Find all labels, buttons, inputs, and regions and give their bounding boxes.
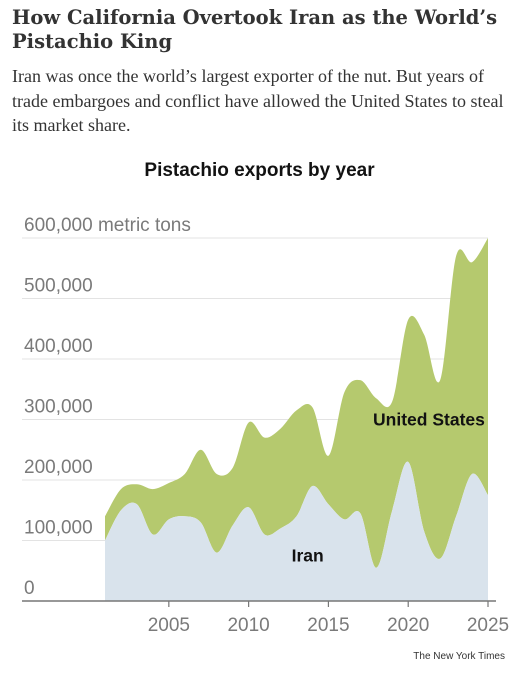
chart-title: Pistachio exports by year	[144, 160, 375, 181]
x-tick-label: 2005	[148, 615, 190, 636]
dek: Iran was once the world’s largest export…	[12, 66, 504, 135]
x-tick-label: 2020	[387, 615, 429, 636]
us-exports-area	[105, 238, 488, 568]
source-credit: The New York Times	[413, 651, 505, 662]
iran-exports-area	[105, 461, 488, 601]
y-tick-label: 600,000 metric tons	[24, 215, 191, 236]
y-tick-label: 200,000	[24, 457, 93, 478]
x-tick-label: 2025	[467, 615, 509, 636]
y-tick-label: 0	[24, 578, 35, 599]
x-tick-label: 2010	[227, 615, 269, 636]
y-tick-label: 500,000	[24, 276, 93, 297]
y-tick-label: 300,000	[24, 397, 93, 418]
y-tick-label: 400,000	[24, 336, 93, 357]
y-tick-label: 100,000	[24, 518, 93, 539]
iran-series-label: Iran	[292, 546, 324, 566]
x-tick-label: 2015	[307, 615, 349, 636]
headline: How California Overtook Iran as the Worl…	[12, 6, 498, 53]
us-series-label: United States	[373, 410, 485, 430]
